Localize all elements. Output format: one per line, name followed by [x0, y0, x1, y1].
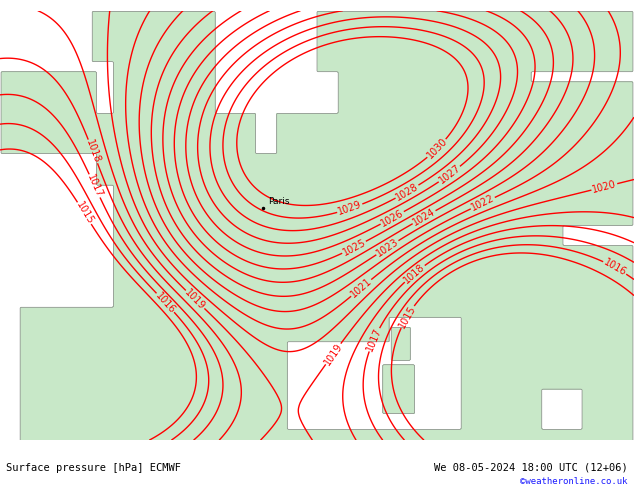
Text: 1024: 1024 [411, 207, 437, 228]
Text: 1020: 1020 [591, 179, 618, 195]
Text: 1022: 1022 [470, 193, 496, 213]
Text: 1025: 1025 [341, 237, 367, 258]
Text: 1019: 1019 [322, 341, 344, 367]
Text: 1028: 1028 [394, 181, 420, 202]
Text: 1018: 1018 [84, 138, 102, 165]
Text: 1016: 1016 [602, 257, 628, 278]
Text: 1023: 1023 [374, 237, 400, 259]
Text: 1021: 1021 [349, 276, 374, 300]
Text: 1018: 1018 [402, 262, 427, 285]
Text: 1015: 1015 [74, 200, 95, 226]
Text: 1019: 1019 [183, 287, 207, 312]
Text: 1016: 1016 [153, 290, 178, 315]
Text: 1026: 1026 [379, 207, 406, 228]
Text: ©weatheronline.co.uk: ©weatheronline.co.uk [520, 477, 628, 486]
Text: 1029: 1029 [337, 200, 363, 217]
Text: 1015: 1015 [397, 303, 418, 330]
Text: 1017: 1017 [85, 172, 104, 199]
Text: Surface pressure [hPa] ECMWF: Surface pressure [hPa] ECMWF [6, 463, 181, 473]
Text: We 08-05-2024 18:00 UTC (12+06): We 08-05-2024 18:00 UTC (12+06) [434, 463, 628, 473]
Text: 1030: 1030 [425, 136, 449, 161]
Text: Paris: Paris [268, 197, 289, 206]
Text: 1017: 1017 [365, 326, 384, 353]
Text: 1027: 1027 [437, 163, 462, 186]
